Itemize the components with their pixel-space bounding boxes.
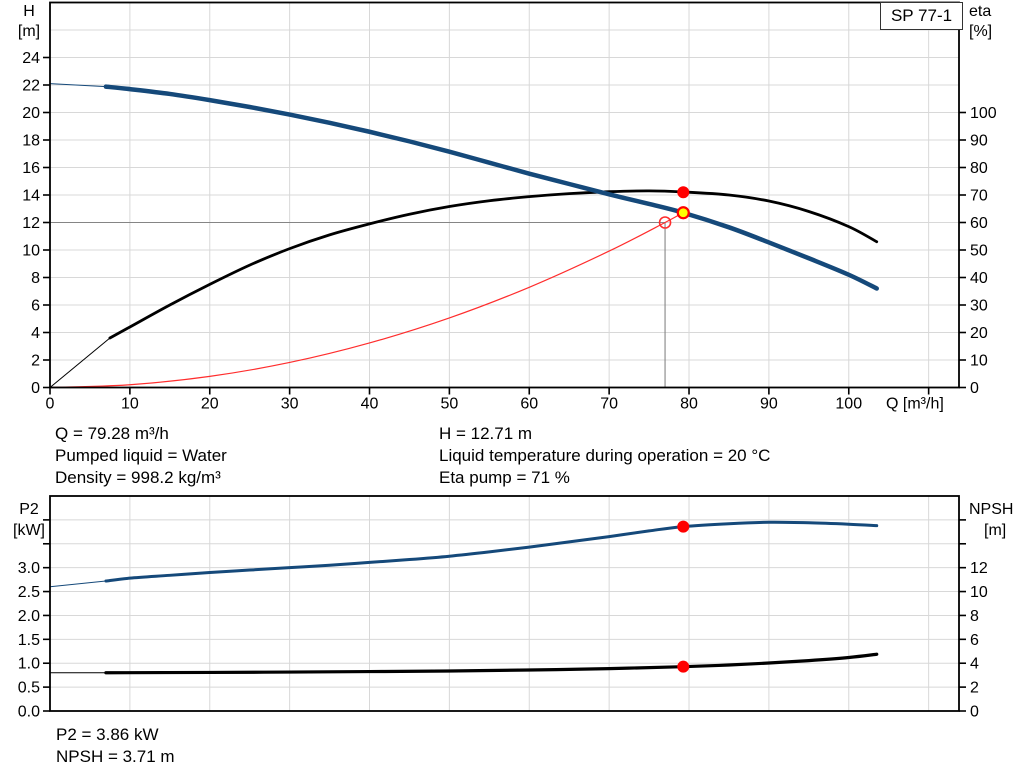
right-axis-unit: [%] (969, 23, 992, 40)
left-tick-label: 0.0 (18, 704, 40, 721)
p2-curve (104, 520, 879, 583)
x-tick-label: 50 (440, 396, 458, 413)
head-curve-lead-in (49, 83, 106, 88)
right-axis-unit: [m] (984, 522, 1006, 539)
x-tick-label: 10 (121, 396, 139, 413)
readout-npsh: NPSH = 3.71 m (56, 747, 175, 766)
left-tick-label: 2 (31, 353, 40, 370)
right-axis-title: eta (969, 3, 991, 20)
right-tick-label: 6 (970, 632, 979, 649)
duty-point-p2-marker (677, 520, 690, 533)
duty-point-npsh-marker (677, 660, 690, 673)
duty-point-head-marker (676, 206, 690, 220)
efficiency-curve (108, 189, 879, 340)
x-tick-label: 30 (281, 396, 299, 413)
left-tick-label: 3.0 (18, 560, 40, 577)
readout-p2: P2 = 3.86 kW (56, 725, 159, 744)
left-axis-title: H (23, 3, 35, 20)
head-efficiency-chart (43, 1, 966, 395)
left-tick-label: 2.5 (18, 584, 40, 601)
x-tick-label: 60 (520, 396, 538, 413)
left-axis-title: P2 (19, 501, 39, 518)
readout-flow: Q = 79.28 m³/h (55, 424, 169, 443)
left-tick-label: 14 (22, 188, 40, 205)
left-tick-label: 24 (22, 50, 40, 67)
right-tick-label: 10 (970, 584, 988, 601)
left-tick-label: 2.0 (18, 608, 40, 625)
right-tick-label: 90 (970, 133, 988, 150)
left-tick-label: 10 (22, 243, 40, 260)
power-npsh-chart (43, 495, 966, 712)
p2-curve-lead-in (49, 580, 106, 588)
left-tick-label: 16 (22, 160, 40, 177)
right-tick-label: 60 (970, 215, 988, 232)
readout-temperature: Liquid temperature during operation = 20… (439, 446, 771, 465)
left-tick-label: 0.5 (18, 680, 40, 697)
left-tick-label: 1.5 (18, 632, 40, 649)
x-tick-label: 90 (760, 396, 778, 413)
pump-type-badge: SP 77-1 (880, 2, 963, 30)
npsh-curve (104, 652, 879, 675)
right-tick-label: 0 (970, 380, 979, 397)
x-tick-label: 0 (46, 396, 55, 413)
right-tick-label: 2 (970, 680, 979, 697)
x-axis-title: Q [m³/h] (886, 396, 944, 413)
left-axis-unit: [m] (18, 23, 40, 40)
requested-duty-point-marker (658, 216, 672, 229)
head-curve (103, 84, 879, 291)
readout-liquid: Pumped liquid = Water (55, 446, 227, 465)
left-tick-label: 6 (31, 298, 40, 315)
right-tick-label: 4 (970, 656, 979, 673)
left-tick-label: 18 (22, 133, 40, 150)
right-tick-label: 100 (970, 105, 997, 122)
left-axis-unit: [kW] (13, 522, 45, 539)
left-tick-label: 8 (31, 270, 40, 287)
left-tick-label: 20 (22, 105, 40, 122)
x-tick-label: 80 (680, 396, 698, 413)
x-tick-label: 70 (600, 396, 618, 413)
readout-head: H = 12.71 m (439, 424, 533, 443)
left-tick-label: 22 (22, 78, 40, 95)
right-tick-label: 50 (970, 243, 988, 260)
right-tick-label: 12 (970, 560, 988, 577)
x-tick-label: 100 (835, 396, 862, 413)
right-axis-title: NPSH (969, 501, 1013, 518)
power-npsh-chart-frame (49, 495, 960, 712)
right-tick-label: 20 (970, 325, 988, 342)
left-tick-label: 0 (31, 380, 40, 397)
right-tick-label: 10 (970, 353, 988, 370)
left-tick-label: 4 (31, 325, 40, 342)
left-tick-label: 1.0 (18, 656, 40, 673)
pump-type-label: SP 77-1 (890, 6, 953, 25)
left-tick-label: 12 (22, 215, 40, 232)
duty-point-eta-marker (677, 186, 690, 199)
x-tick-label: 40 (361, 396, 379, 413)
right-tick-label: 30 (970, 298, 988, 315)
readout-density: Density = 998.2 kg/m³ (55, 468, 221, 487)
readout-eta: Eta pump = 71 % (439, 468, 570, 487)
x-tick-label: 20 (201, 396, 219, 413)
right-tick-label: 70 (970, 188, 988, 205)
system-curve (49, 212, 684, 389)
right-tick-label: 40 (970, 270, 988, 287)
right-tick-label: 80 (970, 160, 988, 177)
right-tick-label: 8 (970, 608, 979, 625)
efficiency-curve-lead-in (49, 337, 111, 388)
right-tick-label: 0 (970, 704, 979, 721)
